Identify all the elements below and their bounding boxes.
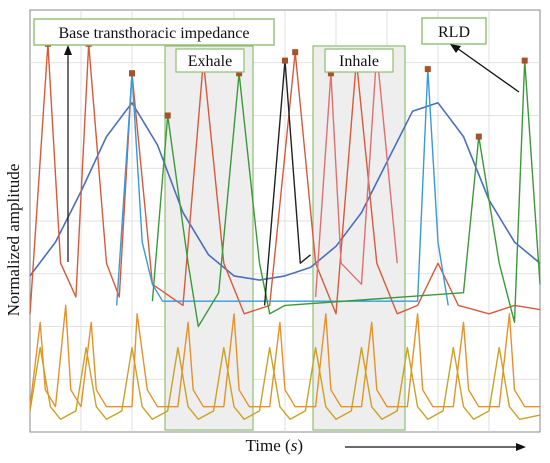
inhale-box [324, 48, 394, 73]
exhale-annotation: Exhale [175, 48, 245, 73]
peak-marker [521, 57, 528, 64]
series-6 [263, 57, 311, 306]
x-axis-label: Time (s) [246, 436, 304, 455]
peak-marker [475, 133, 482, 140]
impedance-label: Base transthoracic impedance [58, 25, 249, 42]
peak-marker [282, 57, 288, 64]
series-line [314, 51, 398, 298]
peak-marker [164, 112, 171, 119]
y-axis-label-area: Normalized amplitude [4, 164, 23, 316]
x-axis-unit: s [291, 436, 298, 455]
series-line [29, 102, 541, 281]
peak-marker [292, 49, 299, 56]
impedance-arrowhead [64, 45, 72, 55]
exhale-box [175, 48, 245, 73]
rld-box [421, 17, 487, 45]
exhale-region [164, 45, 254, 431]
x-axis-label-area: Time (s) [246, 436, 526, 455]
series-0 [29, 102, 541, 281]
peak-marker [327, 70, 334, 77]
impedance-annotation: Base transthoracic impedance [33, 18, 275, 262]
inhale-label: Inhale [339, 53, 379, 70]
series-line [29, 43, 541, 315]
exhale-label: Exhale [188, 53, 232, 70]
peak-marker [236, 70, 243, 77]
rld-annotation: RLD [421, 17, 520, 93]
series-5 [151, 57, 541, 328]
rld-arrowhead [450, 44, 461, 53]
x-axis-label-text: Time [246, 436, 281, 455]
inhale-annotation: Inhale [324, 48, 394, 73]
series-line [29, 304, 540, 408]
series-line [151, 59, 541, 328]
rld-label: RLD [438, 24, 470, 41]
series-line [263, 59, 311, 306]
impedance-box [33, 18, 275, 46]
inhale-region [312, 45, 406, 431]
rld-arrow [453, 45, 520, 93]
peak-marker [424, 66, 431, 73]
time-arrowhead [516, 443, 526, 451]
series-1 [29, 346, 541, 420]
peak-marker [129, 70, 135, 77]
series-line [116, 68, 449, 306]
series-2 [29, 304, 540, 408]
y-axis-label: Normalized amplitude [4, 164, 23, 316]
series-line [29, 346, 541, 420]
series-4 [116, 66, 449, 306]
